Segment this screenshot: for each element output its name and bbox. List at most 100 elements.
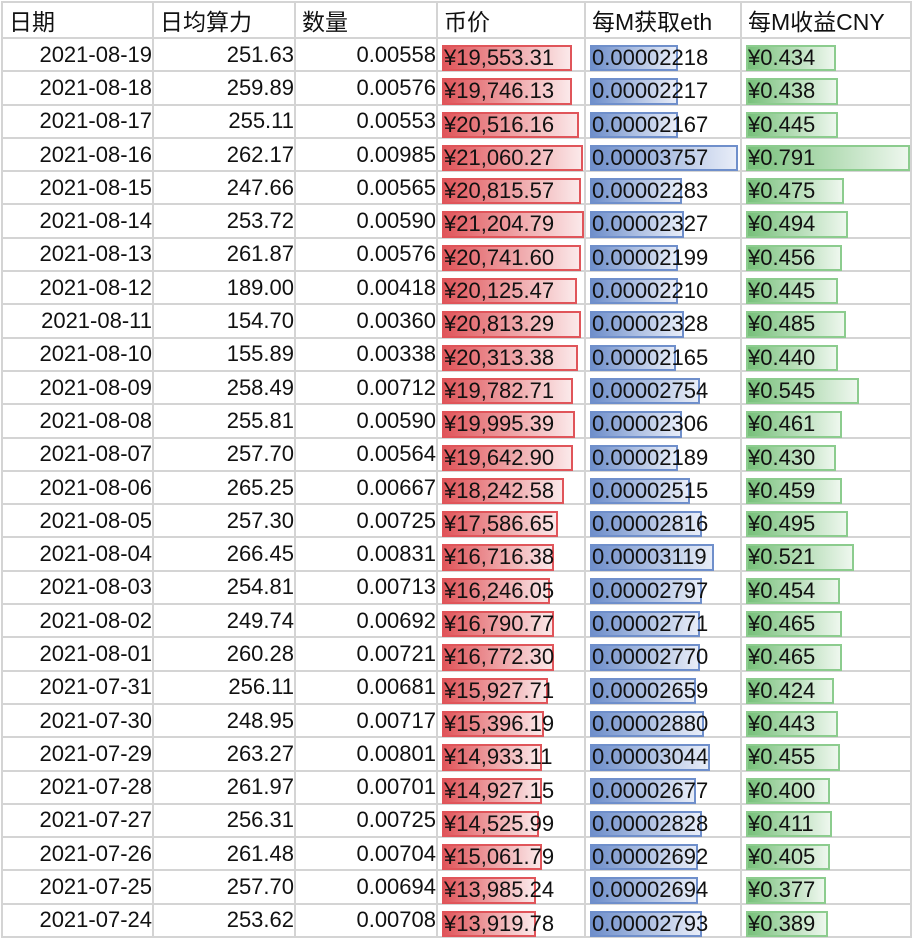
- cell-cny-per-m[interactable]: ¥0.461: [742, 406, 912, 442]
- cell-price[interactable]: ¥16,772.30: [438, 639, 588, 675]
- cell-date[interactable]: 2021-08-01: [1, 636, 154, 672]
- cell-cny-per-m[interactable]: ¥0.411: [742, 805, 912, 842]
- cell-date[interactable]: 2021-08-06: [1, 469, 154, 506]
- cell-cny-per-m[interactable]: ¥0.455: [742, 739, 912, 775]
- cell-price[interactable]: ¥13,985.24: [438, 872, 588, 908]
- cell-price[interactable]: ¥19,746.13: [438, 73, 588, 109]
- cell-date[interactable]: 2021-08-09: [1, 369, 154, 406]
- cell-price[interactable]: ¥15,396.19: [438, 705, 588, 742]
- cell-quantity[interactable]: 0.00725: [294, 503, 438, 539]
- cell-price[interactable]: ¥20,741.60: [438, 239, 588, 276]
- cell-date[interactable]: 2021-07-29: [1, 736, 154, 772]
- cell-quantity[interactable]: 0.00701: [294, 769, 438, 805]
- cell-hashrate[interactable]: 260.28: [152, 636, 296, 672]
- cell-date[interactable]: 2021-08-14: [1, 203, 154, 239]
- cell-eth-per-m[interactable]: 0.00002218: [586, 39, 744, 76]
- cell-eth-per-m[interactable]: 0.00002328: [586, 306, 744, 342]
- cell-date[interactable]: 2021-08-04: [1, 536, 154, 572]
- cell-cny-per-m[interactable]: ¥0.485: [742, 306, 912, 342]
- cell-cny-per-m[interactable]: ¥0.438: [742, 73, 912, 109]
- cell-hashrate[interactable]: 247.66: [152, 170, 296, 206]
- cell-quantity[interactable]: 0.00360: [294, 303, 438, 339]
- cell-date[interactable]: 2021-07-26: [1, 836, 154, 872]
- cell-quantity[interactable]: 0.00721: [294, 636, 438, 672]
- cell-eth-per-m[interactable]: 0.00002793: [586, 905, 744, 940]
- cell-price[interactable]: ¥21,060.27: [438, 139, 588, 176]
- cell-date[interactable]: 2021-08-03: [1, 569, 154, 606]
- cell-eth-per-m[interactable]: 0.00002327: [586, 206, 744, 242]
- cell-quantity[interactable]: 0.00704: [294, 836, 438, 872]
- cell-cny-per-m[interactable]: ¥0.791: [742, 139, 912, 176]
- header-date[interactable]: 日期: [1, 1, 154, 39]
- cell-hashrate[interactable]: 254.81: [152, 569, 296, 606]
- cell-price[interactable]: ¥20,813.29: [438, 306, 588, 342]
- cell-hashrate[interactable]: 256.11: [152, 669, 296, 705]
- cell-price[interactable]: ¥13,919.78: [438, 905, 588, 940]
- cell-quantity[interactable]: 0.00681: [294, 669, 438, 705]
- cell-date[interactable]: 2021-07-31: [1, 669, 154, 705]
- cell-eth-per-m[interactable]: 0.00002677: [586, 772, 744, 808]
- cell-quantity[interactable]: 0.00558: [294, 36, 438, 73]
- cell-date[interactable]: 2021-08-08: [1, 403, 154, 439]
- cell-eth-per-m[interactable]: 0.00002692: [586, 839, 744, 875]
- cell-hashrate[interactable]: 258.49: [152, 369, 296, 406]
- cell-quantity[interactable]: 0.00418: [294, 270, 438, 306]
- cell-date[interactable]: 2021-08-16: [1, 136, 154, 173]
- cell-date[interactable]: 2021-07-27: [1, 802, 154, 839]
- cell-quantity[interactable]: 0.00801: [294, 736, 438, 772]
- header-cny-per-m[interactable]: 每M收益CNY: [740, 1, 912, 39]
- header-eth-per-m[interactable]: 每M获取eth: [584, 1, 742, 39]
- cell-hashrate[interactable]: 255.11: [152, 103, 296, 139]
- cell-cny-per-m[interactable]: ¥0.445: [742, 273, 912, 309]
- cell-hashrate[interactable]: 253.72: [152, 203, 296, 239]
- cell-price[interactable]: ¥19,642.90: [438, 439, 588, 475]
- cell-hashrate[interactable]: 257.30: [152, 503, 296, 539]
- cell-hashrate[interactable]: 249.74: [152, 603, 296, 639]
- cell-quantity[interactable]: 0.00712: [294, 369, 438, 406]
- cell-hashrate[interactable]: 257.70: [152, 869, 296, 905]
- cell-price[interactable]: ¥14,927.15: [438, 772, 588, 808]
- cell-quantity[interactable]: 0.00725: [294, 802, 438, 839]
- cell-eth-per-m[interactable]: 0.00002754: [586, 372, 744, 409]
- cell-date[interactable]: 2021-08-18: [1, 70, 154, 106]
- cell-eth-per-m[interactable]: 0.00002771: [586, 606, 744, 642]
- cell-quantity[interactable]: 0.00831: [294, 536, 438, 572]
- cell-quantity[interactable]: 0.00713: [294, 569, 438, 606]
- cell-quantity[interactable]: 0.00985: [294, 136, 438, 173]
- cell-price[interactable]: ¥15,061.79: [438, 839, 588, 875]
- cell-cny-per-m[interactable]: ¥0.424: [742, 672, 912, 708]
- cell-quantity[interactable]: 0.00553: [294, 103, 438, 139]
- cell-quantity[interactable]: 0.00717: [294, 702, 438, 739]
- cell-hashrate[interactable]: 266.45: [152, 536, 296, 572]
- cell-date[interactable]: 2021-07-24: [1, 902, 154, 939]
- cell-price[interactable]: ¥19,782.71: [438, 372, 588, 409]
- cell-cny-per-m[interactable]: ¥0.454: [742, 572, 912, 609]
- cell-eth-per-m[interactable]: 0.00002797: [586, 572, 744, 609]
- cell-price[interactable]: ¥14,525.99: [438, 805, 588, 842]
- cell-quantity[interactable]: 0.00708: [294, 902, 438, 939]
- cell-quantity[interactable]: 0.00576: [294, 70, 438, 106]
- cell-eth-per-m[interactable]: 0.00002828: [586, 805, 744, 842]
- cell-cny-per-m[interactable]: ¥0.389: [742, 905, 912, 940]
- cell-eth-per-m[interactable]: 0.00002210: [586, 273, 744, 309]
- cell-cny-per-m[interactable]: ¥0.456: [742, 239, 912, 276]
- cell-price[interactable]: ¥20,815.57: [438, 173, 588, 209]
- cell-price[interactable]: ¥20,125.47: [438, 273, 588, 309]
- cell-cny-per-m[interactable]: ¥0.545: [742, 372, 912, 409]
- cell-hashrate[interactable]: 262.17: [152, 136, 296, 173]
- cell-cny-per-m[interactable]: ¥0.475: [742, 173, 912, 209]
- cell-date[interactable]: 2021-08-10: [1, 336, 154, 372]
- cell-quantity[interactable]: 0.00694: [294, 869, 438, 905]
- cell-eth-per-m[interactable]: 0.00003757: [586, 139, 744, 176]
- cell-price[interactable]: ¥20,516.16: [438, 106, 588, 142]
- cell-cny-per-m[interactable]: ¥0.443: [742, 705, 912, 742]
- cell-price[interactable]: ¥19,553.31: [438, 39, 588, 76]
- cell-eth-per-m[interactable]: 0.00002694: [586, 872, 744, 908]
- cell-cny-per-m[interactable]: ¥0.405: [742, 839, 912, 875]
- cell-hashrate[interactable]: 263.27: [152, 736, 296, 772]
- cell-cny-per-m[interactable]: ¥0.430: [742, 439, 912, 475]
- cell-hashrate[interactable]: 253.62: [152, 902, 296, 939]
- cell-eth-per-m[interactable]: 0.00002199: [586, 239, 744, 276]
- cell-date[interactable]: 2021-08-02: [1, 603, 154, 639]
- cell-hashrate[interactable]: 261.48: [152, 836, 296, 872]
